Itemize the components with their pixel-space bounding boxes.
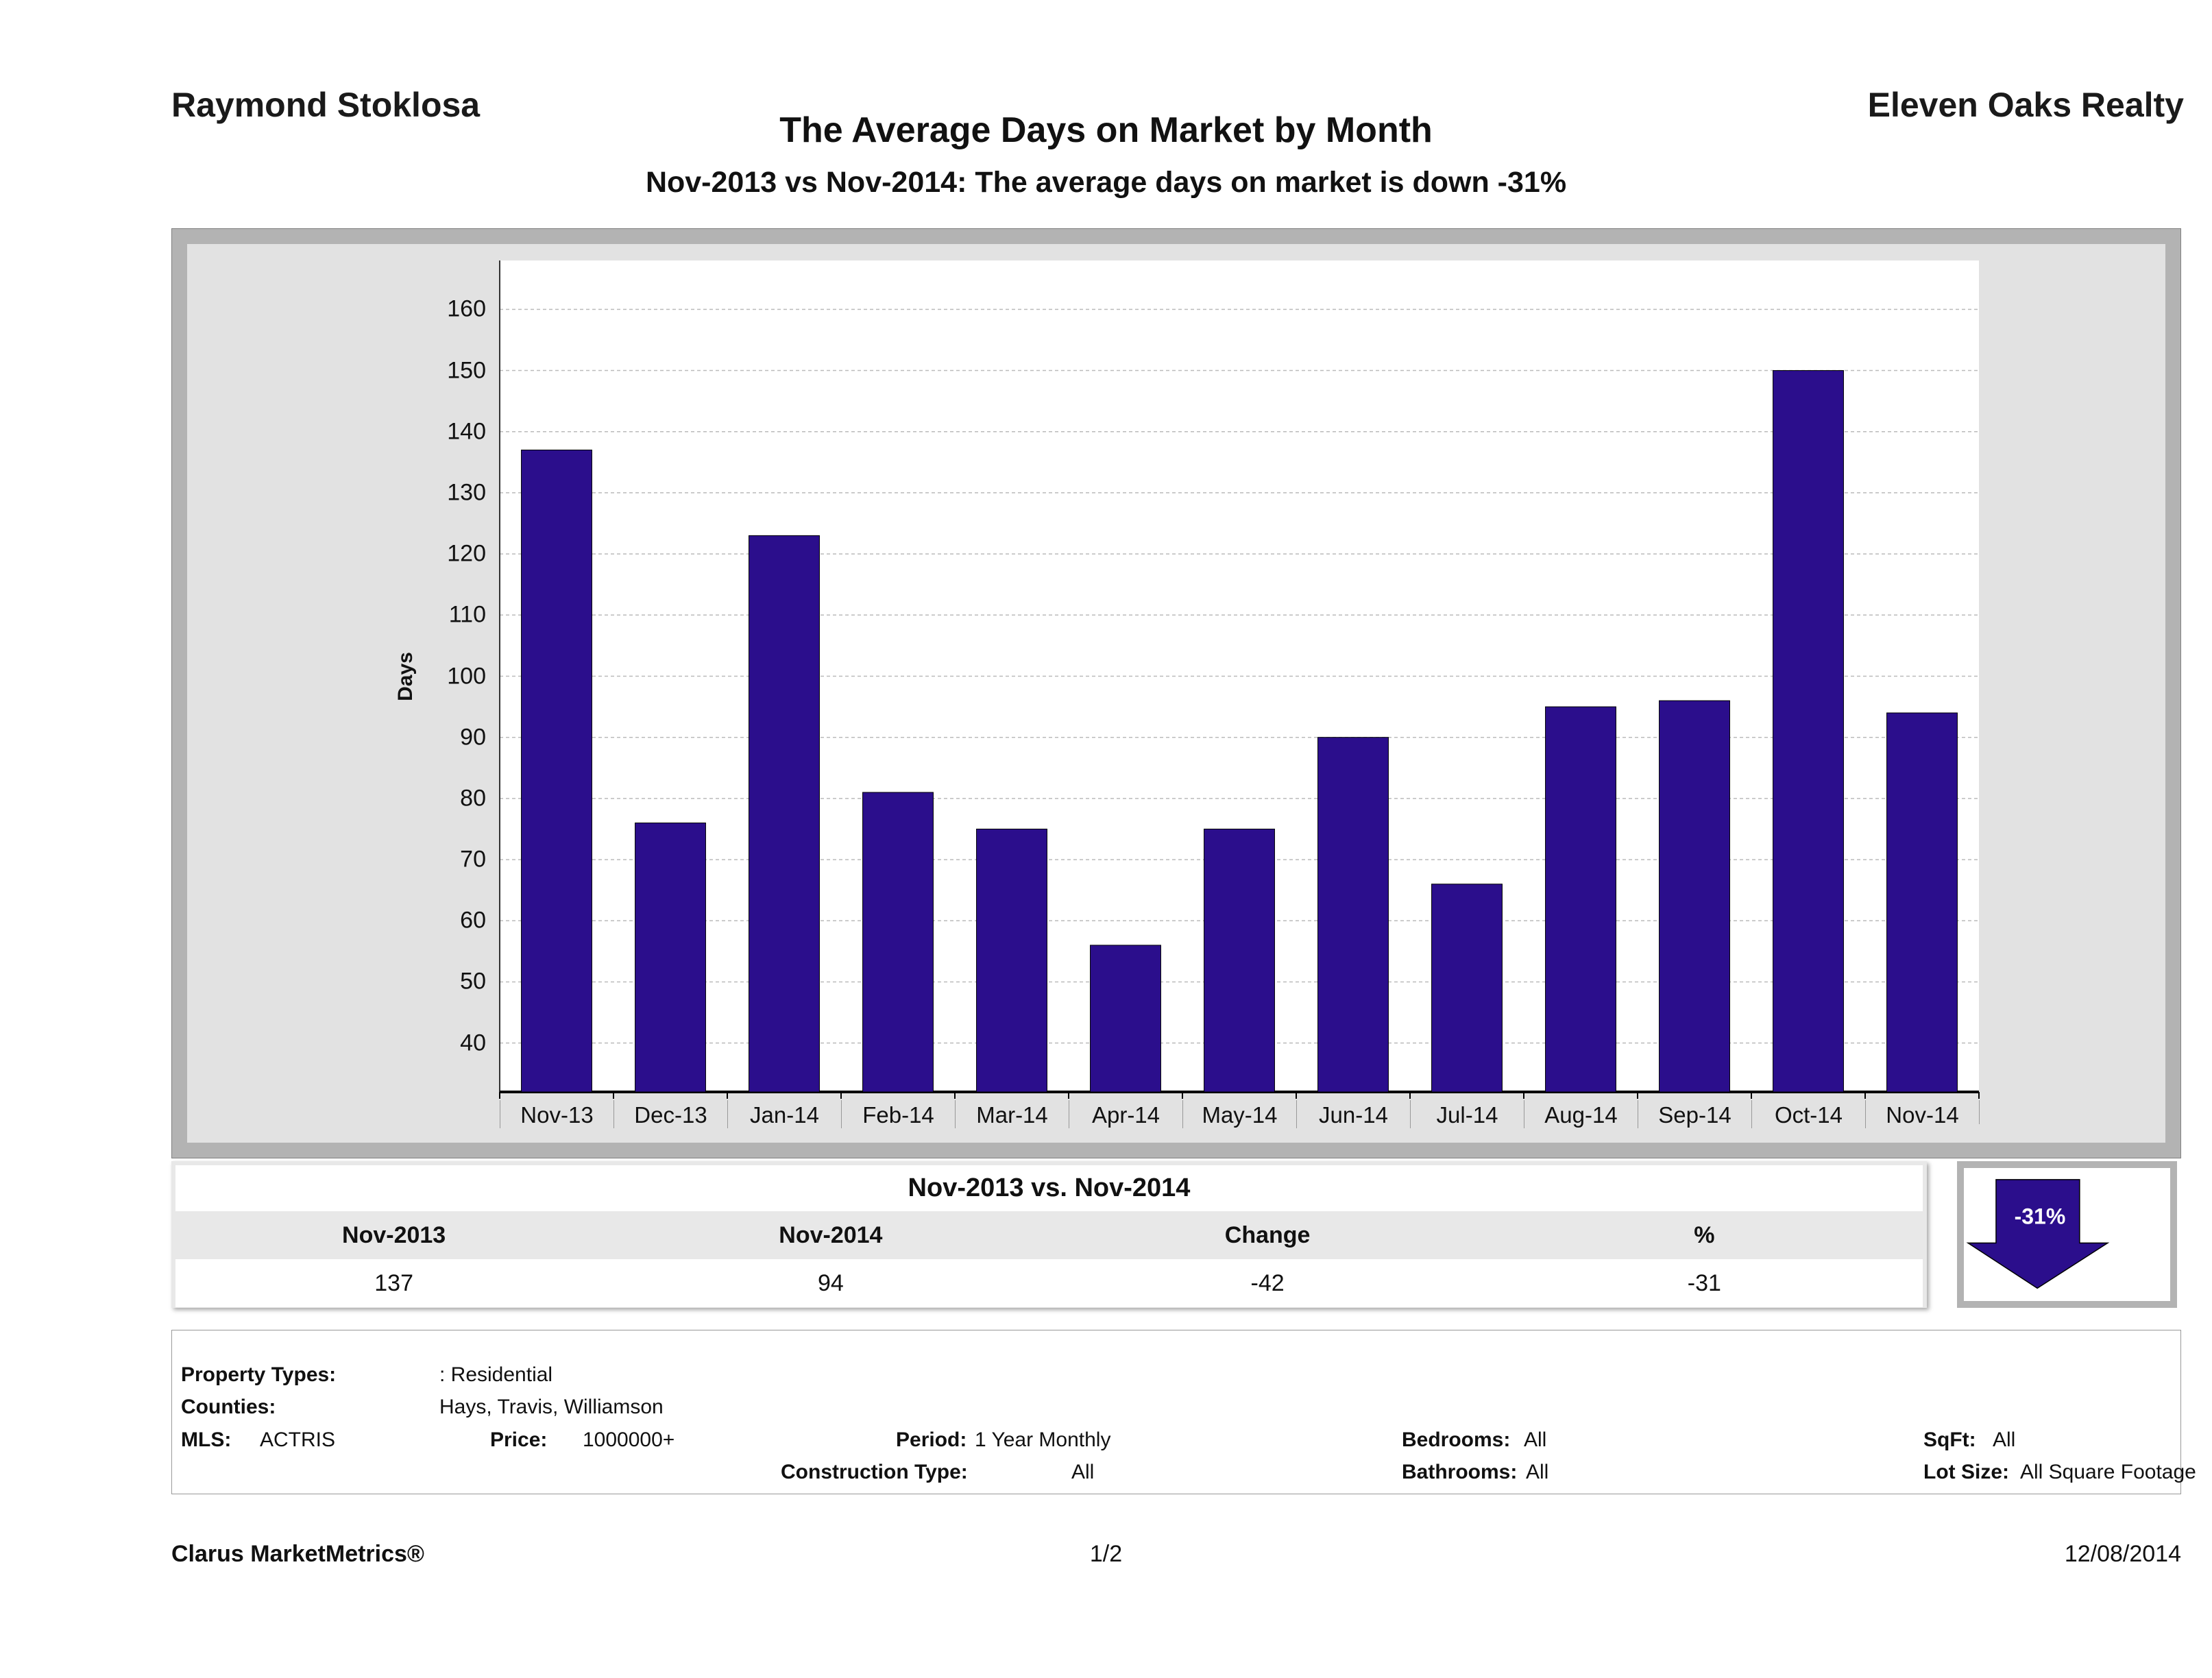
svg-text:-31%: -31% xyxy=(2015,1204,2066,1229)
